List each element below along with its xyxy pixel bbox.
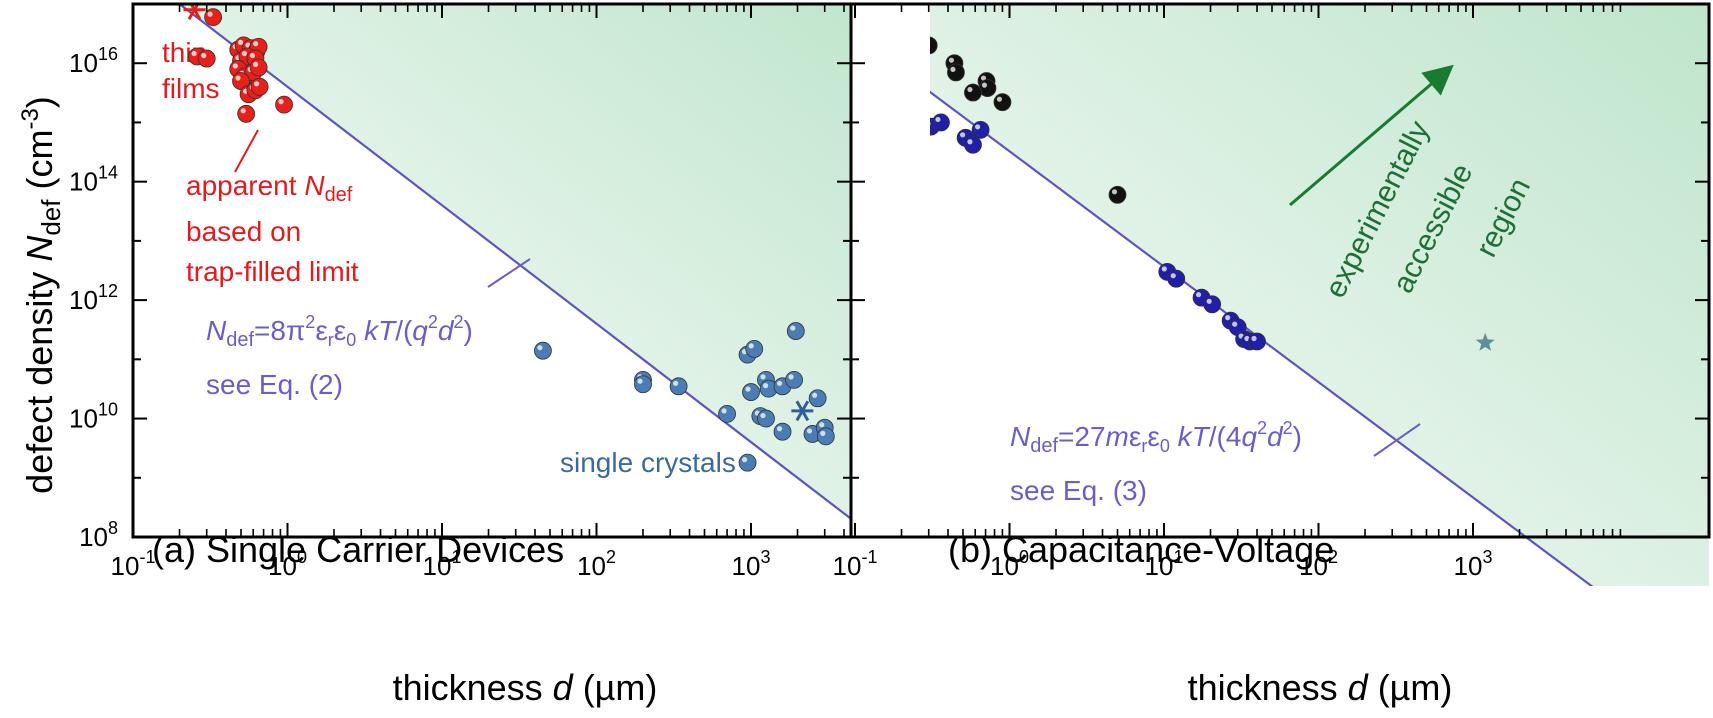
data-point bbox=[786, 322, 805, 340]
data-point bbox=[864, 37, 881, 54]
data-point bbox=[1248, 332, 1266, 351]
series-single-crystals bbox=[534, 322, 835, 472]
data-marks-b bbox=[864, 28, 1495, 351]
tick-label: 1014 bbox=[69, 163, 118, 197]
data-point bbox=[890, 28, 907, 45]
data-point bbox=[773, 422, 792, 441]
data-point bbox=[237, 104, 256, 123]
eq2-pointer bbox=[487, 258, 531, 288]
series-sphere bbox=[930, 113, 1266, 351]
accessible-region-fill-a bbox=[133, 4, 851, 519]
data-point bbox=[249, 58, 268, 77]
accessible-region-polygon bbox=[930, 4, 1709, 586]
data-point bbox=[669, 377, 688, 396]
accessible-region-polygon bbox=[133, 4, 851, 519]
data-point bbox=[634, 375, 652, 394]
series-thin-films bbox=[188, 8, 293, 123]
star-point bbox=[1475, 332, 1495, 351]
data-marks-a bbox=[183, 4, 835, 472]
tick-label: 1016 bbox=[69, 44, 118, 78]
data-point bbox=[930, 36, 938, 55]
data-point bbox=[932, 113, 950, 132]
frame-b bbox=[849, 2, 1711, 539]
data-point bbox=[808, 389, 827, 408]
data-point bbox=[1167, 269, 1186, 288]
tick-label: 1012 bbox=[69, 281, 118, 315]
tick-label: 102 bbox=[577, 547, 616, 581]
accessible-region-fill-b bbox=[930, 4, 1709, 586]
tick-label: 1010 bbox=[69, 400, 118, 434]
data-point bbox=[759, 379, 778, 398]
data-point bbox=[232, 72, 250, 90]
series-sphere bbox=[864, 28, 1127, 204]
tick-label: 100 bbox=[990, 547, 1029, 581]
tick-label: 100 bbox=[268, 547, 307, 581]
tick-label: 10-1 bbox=[833, 547, 878, 581]
data-point bbox=[745, 340, 764, 358]
data-point bbox=[204, 8, 223, 27]
data-point bbox=[1108, 185, 1127, 204]
thin-films-label: thin films bbox=[162, 37, 220, 104]
panel-a-label: (a) Single Carrier Devices bbox=[152, 529, 564, 570]
data-point bbox=[964, 83, 982, 102]
eq3-reference: see Eq. (3) bbox=[1010, 475, 1147, 506]
data-point bbox=[971, 120, 990, 139]
limit-line-b bbox=[930, 90, 1594, 586]
eq2-reference: see Eq. (2) bbox=[206, 369, 343, 400]
data-point bbox=[757, 409, 775, 428]
series-asterisk bbox=[183, 4, 206, 21]
data-point bbox=[964, 135, 982, 154]
tick-label: 108 bbox=[79, 518, 118, 552]
y-axis-title: defect density Ndef (cm-3) bbox=[17, 96, 66, 494]
apparent-label: apparent Ndef based on trap-filled limit bbox=[186, 170, 360, 287]
axes: 108 1010 1012 1014 1016 10-1 100 101 102 103 10-1 1… bbox=[69, 2, 1711, 581]
tick-label: 103 bbox=[732, 547, 771, 581]
data-point bbox=[816, 427, 835, 446]
data-point bbox=[738, 453, 757, 472]
x-axis-title-a: thickness d (µm) bbox=[393, 667, 658, 708]
tick-label: 102 bbox=[1299, 547, 1338, 581]
tick-label: 10-1 bbox=[111, 547, 156, 581]
series-star bbox=[1475, 332, 1495, 351]
data-point bbox=[785, 370, 803, 389]
limit-line bbox=[930, 90, 1594, 586]
data-point bbox=[742, 383, 760, 401]
asterisk-point bbox=[183, 4, 206, 21]
asterisk-point bbox=[791, 400, 814, 422]
data-point bbox=[275, 95, 293, 114]
eq2-formula: Ndef=8π2εrε0 kT/(q2d2) bbox=[206, 312, 473, 351]
data-point bbox=[197, 49, 216, 68]
data-point bbox=[993, 93, 1012, 112]
tick-label: 101 bbox=[1145, 547, 1184, 581]
eq3-formula: Ndef=27mεrε0 kT/(4q2d2) bbox=[1010, 418, 1302, 457]
data-point bbox=[978, 79, 997, 98]
data-point bbox=[250, 77, 269, 96]
eq3-pointer bbox=[1373, 423, 1421, 457]
data-point bbox=[947, 63, 965, 82]
data-point bbox=[534, 341, 552, 360]
apparent-pointer bbox=[234, 129, 259, 173]
tick-label: 101 bbox=[423, 547, 462, 581]
region-arrow bbox=[1289, 64, 1454, 207]
single-crystals-label: single crystals bbox=[560, 447, 736, 478]
tick-label: 103 bbox=[1454, 547, 1493, 581]
data-point bbox=[1203, 295, 1222, 314]
data-point bbox=[718, 404, 736, 423]
x-axis-title-b: thickness d (µm) bbox=[1188, 667, 1453, 708]
series-asterisk bbox=[791, 400, 814, 422]
